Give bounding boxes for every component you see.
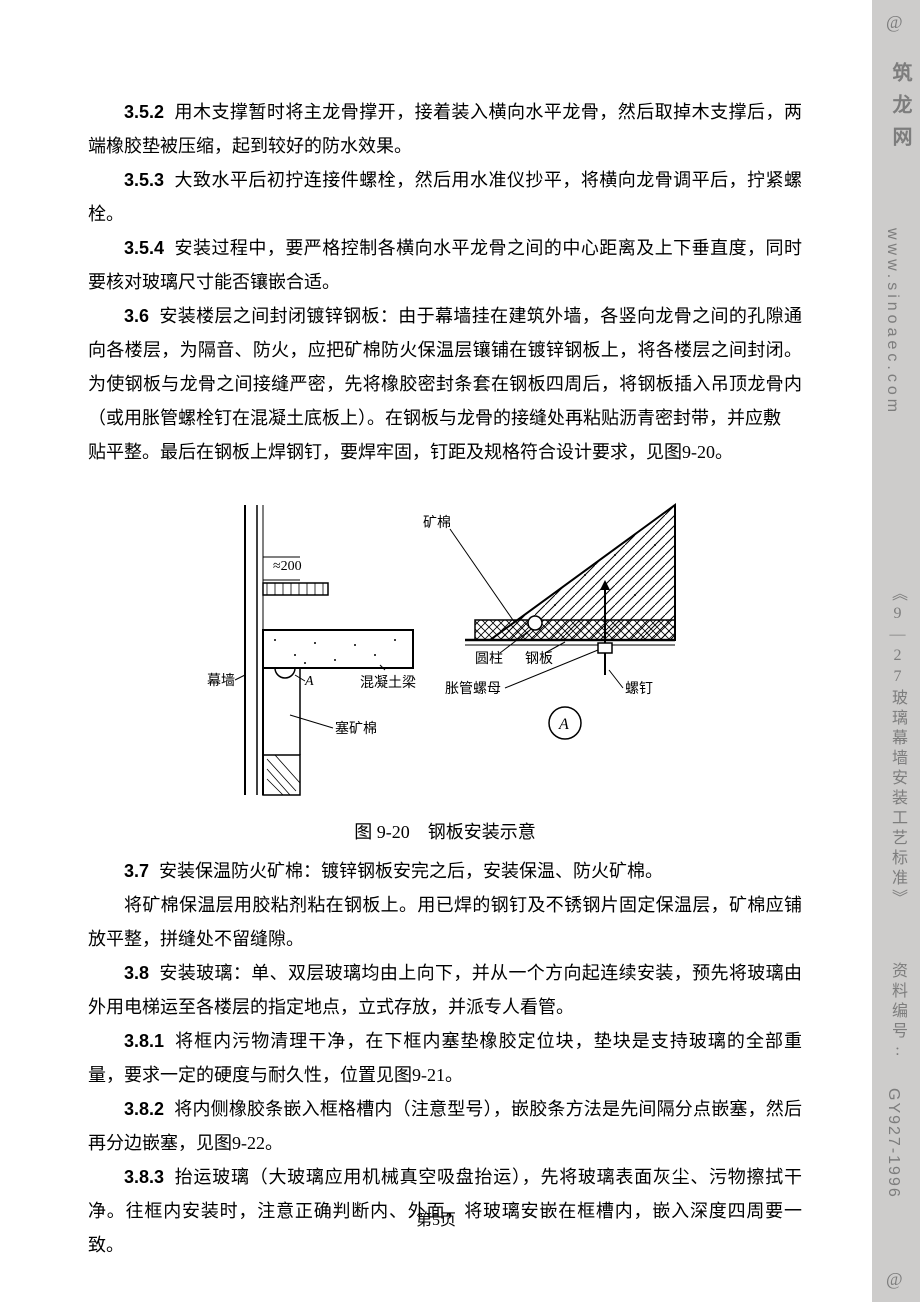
paragraph-381: 3.8.1将框内污物清理干净，在下框内塞垫橡胶定位块，垫块是支持玻璃的全部重量，…: [88, 1024, 802, 1092]
paragraph-text: 安装玻璃：单、双层玻璃均由上向下，并从一个方向起连续安装，预先将玻璃由外用电梯运…: [88, 963, 802, 1017]
label-screw: 螺钉: [625, 681, 653, 697]
paragraph-382: 3.8.2将内侧橡胶条嵌入框格槽内（注意型号），嵌胶条方法是先间隔分点嵌塞，然后…: [88, 1092, 802, 1160]
figure-9-20: 幕墙 ≈200 A: [88, 495, 802, 810]
paragraph-text: 将内侧橡胶条嵌入框格槽内（注意型号），嵌胶条方法是先间隔分点嵌塞，然后再分边嵌塞…: [88, 1099, 802, 1153]
section-number: 3.8.2: [124, 1099, 164, 1119]
paragraph-353: 3.5.3大致水平后初拧连接件螺栓，然后用水准仪抄平，将横向龙骨调平后，拧紧螺栓…: [88, 163, 802, 231]
paragraph-text: 安装过程中，要严格控制各横向水平龙骨之间的中心距离及上下垂直度，同时要核对玻璃尺…: [88, 238, 802, 292]
document-page: 3.5.2用木支撑暂时将主龙骨撑开，接着装入横向水平龙骨，然后取掉木支撑后，两端…: [0, 0, 872, 1302]
paragraph-text: 将矿棉保温层用胶粘剂粘在钢板上。用已焊的钢钉及不锈钢片固定保温层，矿棉应铺放平整…: [88, 895, 802, 949]
paragraph-36b: 贴平整。最后在钢板上焊钢钉，要焊牢固，钉距及规格符合设计要求，见图9-20。: [88, 435, 802, 469]
section-number: 3.7: [124, 861, 149, 881]
paragraph-text: 贴平整。最后在钢板上焊钢钉，要焊牢固，钉距及规格符合设计要求，见图9-20。: [88, 442, 733, 462]
paragraph-text: 安装保温防火矿棉：镀锌钢板安完之后，安装保温、防火矿棉。: [159, 861, 663, 881]
label-column: 圆柱: [475, 651, 503, 667]
label-mineral-wool: 矿棉: [423, 514, 451, 531]
sidebar-doc-title: 《9—27玻璃幕墙安装工艺标准》: [885, 585, 909, 909]
label-plug-wool: 塞矿棉: [335, 720, 377, 737]
paragraph-36: 3.6安装楼层之间封闭镀锌钢板：由于幕墙挂在建筑外墙，各竖向龙骨之间的孔隙通向各…: [88, 299, 802, 435]
section-number: 3.5.3: [124, 170, 164, 190]
paragraph-37: 3.7 安装保温防火矿棉：镀锌钢板安完之后，安装保温、防火矿棉。: [88, 854, 802, 888]
paragraph-37b: 将矿棉保温层用胶粘剂粘在钢板上。用已焊的钢钉及不锈钢片固定保温层，矿棉应铺放平整…: [88, 888, 802, 956]
paragraph-text: 大致水平后初拧连接件螺栓，然后用水准仪抄平，将横向龙骨调平后，拧紧螺栓。: [88, 170, 802, 224]
label-a-small: A: [304, 674, 314, 689]
label-curtain-wall: 幕墙: [207, 673, 235, 689]
paragraph-38: 3.8安装玻璃：单、双层玻璃均由上向下，并从一个方向起连续安装，预先将玻璃由外用…: [88, 956, 802, 1024]
section-number: 3.6: [124, 306, 149, 326]
section-number: 3.8.3: [124, 1167, 164, 1187]
label-200: ≈200: [273, 559, 302, 574]
at-top-icon: @: [886, 12, 907, 33]
label-a-circle: A: [558, 716, 569, 733]
page-footer: 第5页: [0, 1206, 872, 1230]
paragraph-text: 用木支撑暂时将主龙骨撑开，接着装入横向水平龙骨，然后取掉木支撑后，两端橡胶垫被压…: [88, 102, 802, 156]
figure-caption: 图 9-20 钢板安装示意: [88, 818, 802, 844]
sidebar-url: www.sinoaec.com: [883, 228, 901, 416]
section-number: 3.5.4: [124, 238, 164, 258]
at-bottom-icon: @: [886, 1269, 907, 1290]
section-number: 3.8.1: [124, 1031, 164, 1051]
paragraph-text: 安装楼层之间封闭镀锌钢板：由于幕墙挂在建筑外墙，各竖向龙骨之间的孔隙通向各楼层，…: [88, 306, 802, 428]
steel-plate-diagram: 幕墙 ≈200 A: [205, 495, 685, 805]
section-number: 3.8: [124, 963, 149, 983]
sidebar-brand: 筑龙网: [886, 62, 915, 158]
paragraph-352: 3.5.2用木支撑暂时将主龙骨撑开，接着装入横向水平龙骨，然后取掉木支撑后，两端…: [88, 95, 802, 163]
sidebar-code-label: 资料编号:: [885, 962, 909, 1063]
section-number: 3.5.2: [124, 102, 164, 122]
paragraph-354: 3.5.4安装过程中，要严格控制各横向水平龙骨之间的中心距离及上下垂直度，同时要…: [88, 231, 802, 299]
label-steel-plate: 钢板: [525, 651, 553, 667]
page-number: 第5页: [416, 1212, 456, 1229]
label-expansion-nut: 胀管螺母: [445, 681, 501, 697]
paragraph-text: 将框内污物清理干净，在下框内塞垫橡胶定位块，垫块是支持玻璃的全部重量，要求一定的…: [88, 1031, 802, 1085]
sidebar-code: GY927-1996: [884, 1088, 902, 1199]
label-concrete-beam: 混凝土梁: [360, 675, 416, 691]
watermark-sidebar: @ 筑龙网 www.sinoaec.com 《9—27玻璃幕墙安装工艺标准》 资…: [872, 0, 920, 1302]
